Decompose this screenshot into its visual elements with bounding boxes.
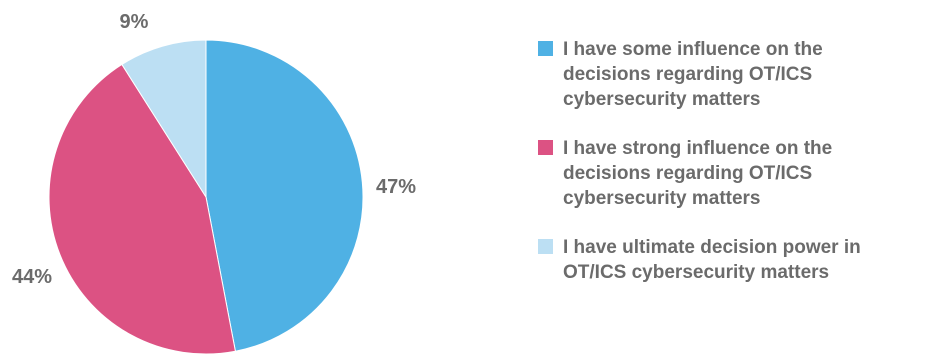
pie-chart: 47% 44% 9% xyxy=(12,11,416,354)
slice-label-some-influence: 47% xyxy=(376,176,416,198)
legend-swatch-strong-influence xyxy=(538,140,553,155)
legend: I have some influence on the decisions r… xyxy=(538,37,918,309)
pie-slice-strong-influence xyxy=(48,63,237,354)
slice-label-ultimate-decision: 9% xyxy=(120,11,149,33)
legend-label-strong-influence: I have strong influence on the decisions… xyxy=(563,138,833,209)
legend-swatch-ultimate-decision xyxy=(538,239,553,254)
legend-item-some-influence: I have some influence on the decisions r… xyxy=(538,37,918,112)
pie-slice-some-influence xyxy=(205,39,364,352)
pie-slice-ultimate-decision xyxy=(121,39,207,199)
slice-label-strong-influence: 44% xyxy=(12,266,52,288)
legend-item-strong-influence: I have strong influence on the decisions… xyxy=(538,136,918,211)
legend-label-some-influence: I have some influence on the decisions r… xyxy=(563,39,823,110)
legend-item-ultimate-decision: I have ultimate decision power in OT/ICS… xyxy=(538,235,918,285)
legend-label-ultimate-decision: I have ultimate decision power in OT/ICS… xyxy=(563,237,861,283)
legend-swatch-some-influence xyxy=(538,41,553,56)
